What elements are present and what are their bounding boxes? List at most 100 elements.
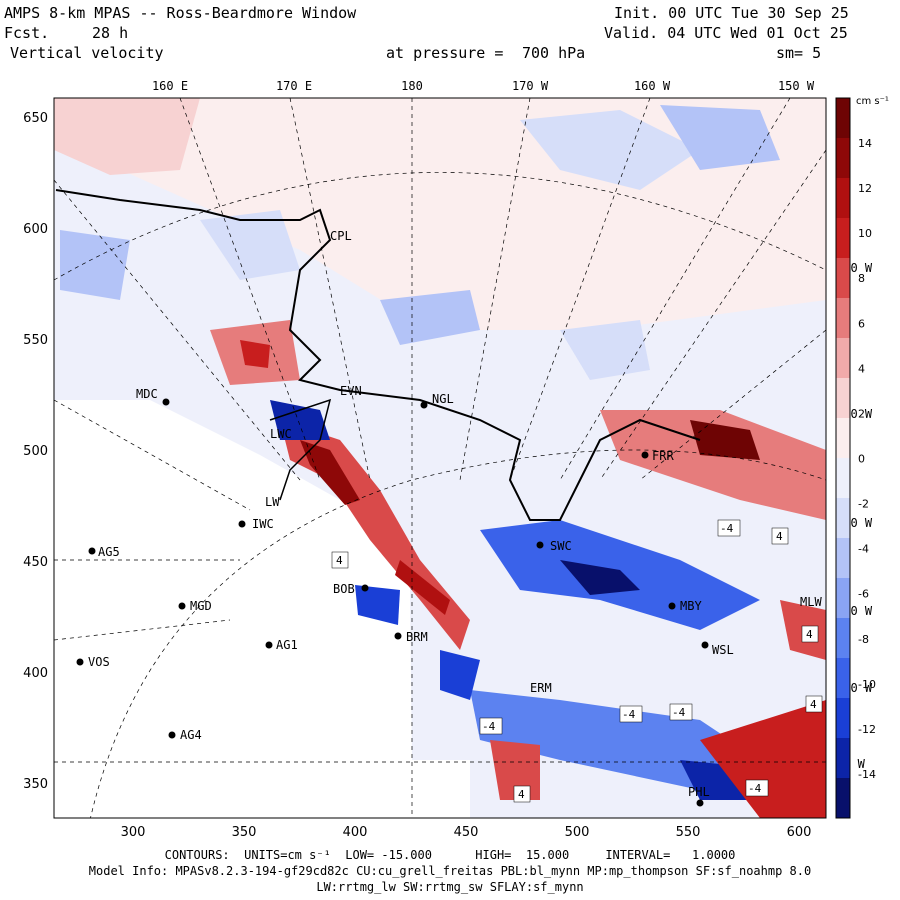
station-label-mdc: MDC — [136, 387, 158, 401]
station-label-lw: LW — [265, 495, 280, 509]
station-label-frr: FRR — [652, 449, 674, 463]
station-label-bob: BOB — [333, 582, 355, 596]
colorbar-segment — [836, 778, 850, 819]
colorbar-segment — [836, 258, 850, 299]
colorbar-segment — [836, 178, 850, 219]
colorbar-tick: -8 — [858, 633, 869, 646]
x-tick-500: 500 — [565, 825, 590, 840]
colorbar-tick: 12 — [858, 182, 872, 195]
colorbar-unit: cm s⁻¹ — [856, 96, 889, 107]
x-tick-550: 550 — [676, 825, 701, 840]
colorbar-tick: -10 — [858, 678, 876, 691]
station-label-iwc: IWC — [252, 517, 274, 531]
station-label-ag1: AG1 — [276, 638, 298, 652]
station-label-vos: VOS — [88, 655, 110, 669]
station-label-erm: ERM — [530, 681, 552, 695]
contour-labels: 4 -4 4 -4 4 -4 -4 4 -4 4 — [331, 519, 823, 803]
contour-mark: -4 — [748, 782, 762, 795]
colorbar-tick: 6 — [858, 317, 865, 330]
station-dot-bob — [361, 584, 369, 592]
x-tick-300: 300 — [121, 825, 146, 840]
station-label-lwc: LWC — [270, 427, 292, 441]
colorbar-segment — [836, 458, 850, 499]
station-label-mlw: MLW — [800, 595, 822, 609]
colorbar-segment — [836, 338, 850, 379]
colorbar-tick: -2 — [858, 498, 869, 511]
lon-label-170e: 170 E — [276, 79, 312, 93]
colorbar-segment — [836, 418, 850, 459]
colorbar-tick: 4 — [858, 362, 865, 375]
colorbar-tick: -4 — [858, 543, 869, 556]
lon-label-180: 180 — [401, 79, 423, 93]
colorbar-segment — [836, 578, 850, 619]
station-label-mgd: MGD — [190, 599, 212, 613]
colorbar-segment — [836, 618, 850, 659]
colorbar-tick: -6 — [858, 588, 869, 601]
level-value: 700 hPa — [522, 44, 586, 62]
x-tick-600: 600 — [787, 825, 812, 840]
station-label-evn: EVN — [340, 384, 362, 398]
colorbar-tick: 10 — [858, 227, 872, 240]
contour-mark: 4 — [810, 698, 817, 711]
station-label-brm: BRM — [406, 630, 428, 644]
station-label-mby: MBY — [680, 599, 702, 613]
colorbar-tick: 8 — [858, 272, 865, 285]
contours-info: CONTOURS: UNITS=cm s⁻¹ LOW= -15.000 HIGH… — [164, 848, 736, 862]
colorbar-segment — [836, 658, 850, 699]
valid-time: Valid. 04 UTC Wed 01 Oct 25 — [604, 24, 848, 42]
colorbar-segment — [836, 218, 850, 259]
station-markers — [76, 398, 709, 807]
contour-mark: -4 — [482, 720, 496, 733]
station-label-phl: PHL — [688, 785, 710, 799]
colorbar-tick: -12 — [858, 723, 876, 736]
fcst-value: 28 h — [92, 24, 129, 42]
model-info-line2: LW:rrtmg_lw SW:rrtmg_sw SFLAY:sf_mynn — [316, 880, 584, 894]
level-label: at pressure = — [386, 44, 504, 62]
station-dot-wsl — [701, 641, 709, 649]
station-dot-brm — [394, 632, 402, 640]
lon-label-160e: 160 E — [152, 79, 188, 93]
station-label-ag4: AG4 — [180, 728, 202, 742]
y-tick-400: 400 — [23, 666, 48, 681]
model-info: Model Info: MPASv8.2.3-194-gf29cd82c CU:… — [88, 864, 812, 878]
colorbar-border — [835, 97, 851, 819]
colorbar-segment — [836, 138, 850, 179]
fcst-label: Fcst. — [4, 24, 50, 42]
station-dot-ag4 — [168, 731, 176, 739]
station-dot-mby — [668, 602, 676, 610]
station-label-ag5: AG5 — [98, 545, 120, 559]
contour-mark: -4 — [622, 708, 636, 721]
station-dot-swc — [536, 541, 544, 549]
colorbar-tick: -14 — [858, 768, 876, 781]
colorbar-segment — [836, 498, 850, 539]
contour-mark: 4 — [776, 530, 783, 543]
map-title: AMPS 8-km MPAS -- Ross-Beardmore Window — [4, 4, 357, 22]
y-tick-500: 500 — [23, 444, 48, 459]
station-label-cpl: CPL — [330, 229, 352, 243]
station-dot-iwc — [238, 520, 246, 528]
lon-label-160w: 160 W — [634, 79, 671, 93]
station-label-swc: SWC — [550, 539, 572, 553]
station-dot-phl — [696, 799, 704, 807]
y-tick-600: 600 — [23, 222, 48, 237]
colorbar-segment — [836, 698, 850, 739]
colorbar-segment — [836, 738, 850, 779]
smooth-value: sm= 5 — [776, 44, 822, 62]
contour-mark: -4 — [720, 522, 734, 535]
y-tick-550: 550 — [23, 333, 48, 348]
colorbar-segment — [836, 538, 850, 579]
contour-mark: 4 — [806, 628, 813, 641]
contour-mark: 4 — [336, 554, 343, 567]
colorbar-tick: 2 — [858, 407, 865, 420]
colorbar-segment — [836, 298, 850, 339]
contour-mark: 4 — [518, 788, 525, 801]
colorbar-segment — [836, 378, 850, 419]
lon-label-170w: 170 W — [512, 79, 549, 93]
init-time: Init. 00 UTC Tue 30 Sep 25 — [614, 4, 849, 22]
station-label-wsl: WSL — [712, 643, 734, 657]
x-tick-400: 400 — [343, 825, 368, 840]
y-tick-650: 650 — [23, 111, 48, 126]
colorbar-tick: 14 — [858, 137, 872, 150]
station-dot-vos — [76, 658, 84, 666]
